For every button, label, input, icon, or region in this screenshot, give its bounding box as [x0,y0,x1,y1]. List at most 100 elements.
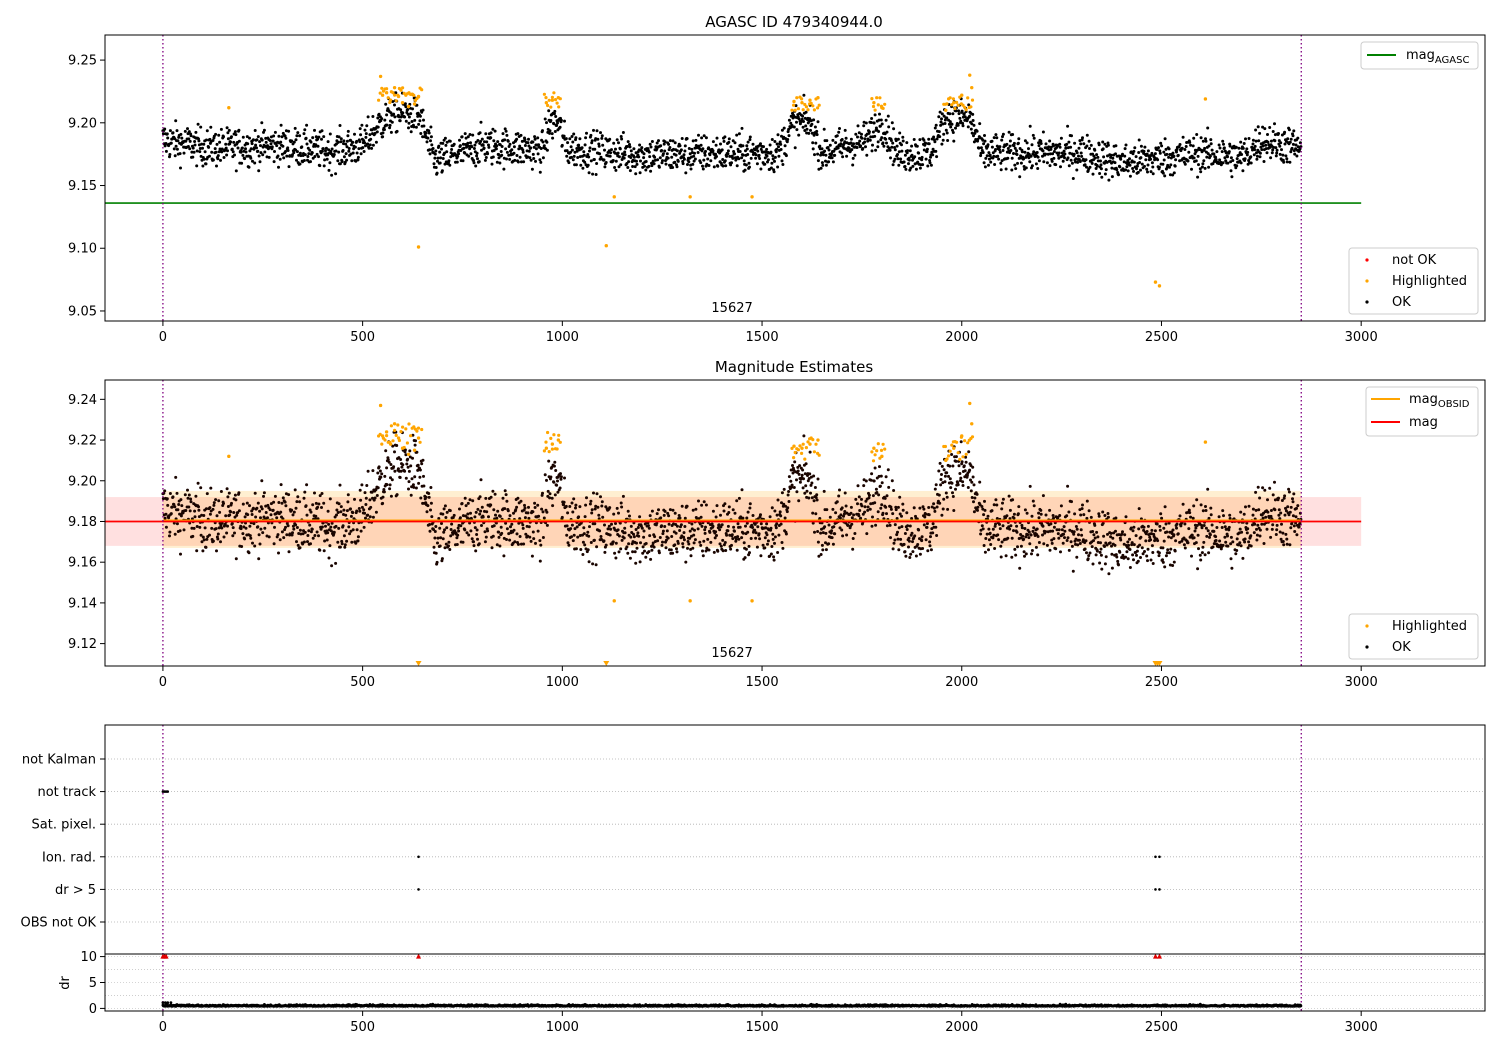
ok-point [1296,136,1300,140]
ok-point [1014,553,1018,557]
ok-point [888,523,892,527]
highlighted-point [966,96,970,100]
ok-point [445,510,449,514]
ok-point [293,126,297,130]
ok-point [1246,150,1250,154]
ok-point [1132,160,1136,164]
ok-point [430,515,434,519]
ok-point [362,525,366,529]
ok-point [950,481,954,485]
ok-point [699,143,703,147]
y-tick-label: 9.05 [68,304,97,319]
ok-point [1078,160,1082,163]
ok-point [327,148,331,152]
ok-point [443,151,446,155]
ok-point [912,138,916,141]
ok-point [1245,153,1249,157]
ok-point [230,501,233,505]
ok-point [215,164,218,168]
ok-point [589,541,593,544]
ok-point [569,150,573,154]
ok-point [675,165,679,169]
ok-point [769,552,773,556]
ok-point [649,145,653,149]
ok-point [260,479,264,483]
ok-point [702,158,706,162]
ok-point [928,540,932,544]
ok-point [192,526,196,530]
ok-point [353,132,356,136]
ok-point [549,475,553,479]
ok-point [1269,156,1273,160]
ok-point [429,139,432,143]
ok-point [382,128,386,132]
ok-point [441,141,445,145]
ok-point [758,157,762,160]
ok-point [942,132,946,136]
ok-point [1019,161,1023,165]
ok-point [761,543,765,547]
ok-point [284,525,287,529]
ok-point [179,132,183,136]
ok-point [827,160,831,164]
ok-point [558,486,562,490]
ok-point [991,536,995,540]
ok-point [254,515,258,519]
ok-point [904,554,908,558]
ok-point [407,121,411,125]
ok-point [923,515,927,519]
ok-point [863,137,867,141]
ok-point [614,556,618,560]
ok-point [1173,164,1177,168]
ok-point [661,159,664,163]
ok-point [856,135,859,139]
ok-point [229,510,233,514]
ok-point [443,162,447,166]
ok-point [815,498,819,502]
ok-point [673,511,677,515]
ok-point [786,506,790,510]
ok-point [1022,550,1026,554]
ok-point [878,484,882,488]
ok-point [280,501,284,505]
ok-point [1074,525,1078,528]
ok-point [1012,152,1015,155]
ok-point [931,522,935,526]
ok-point [840,151,844,155]
highlighted-point [384,91,389,95]
ok-point [812,118,816,122]
ok-point [364,503,368,506]
ok-point [513,540,517,544]
ok-point [1251,138,1255,142]
ok-point [589,133,593,137]
ok-point [765,533,769,537]
ok-point [505,157,508,161]
ok-point [729,145,733,149]
x-tick-label: 3000 [1345,330,1378,345]
ok-point [1124,143,1128,147]
ok-point [1067,140,1071,144]
ok-point [945,131,949,135]
ok-point [480,505,484,509]
ok-point [430,143,434,147]
ok-point [233,531,236,535]
ok-point [225,126,229,130]
ok-point [432,545,436,549]
ok-point [990,145,994,149]
ok-point [537,143,541,147]
ok-point [1117,173,1120,177]
ok-point [1039,508,1043,512]
ok-point [565,154,569,158]
highlighted-point [808,98,812,102]
ok-point [483,158,487,162]
ok-point [772,170,776,174]
ok-point [1067,164,1071,168]
ok-point [510,148,514,152]
ok-point [647,164,651,168]
ok-point [805,127,809,131]
ok-point [365,484,369,487]
ok-point [997,538,1001,542]
ok-point [729,547,733,551]
ok-point [697,499,700,503]
ok-point [434,551,438,555]
